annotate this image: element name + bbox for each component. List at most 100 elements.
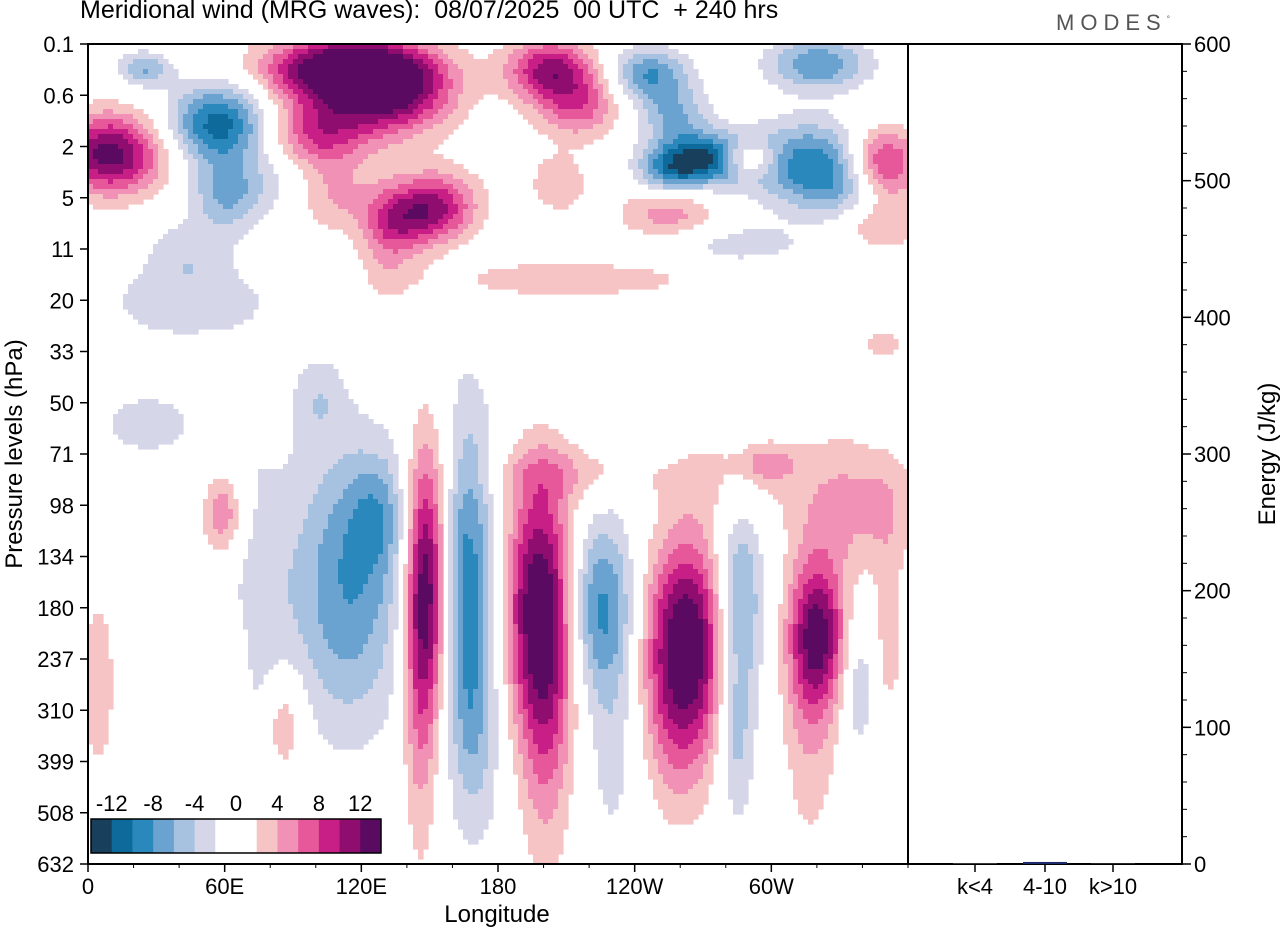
field-cell: [778, 644, 784, 650]
field-cell: [673, 159, 714, 165]
field-cell: [318, 719, 384, 725]
field-cell: [403, 689, 409, 695]
field-cell: [458, 664, 464, 670]
field-cell: [473, 704, 484, 710]
field-cell: [358, 124, 389, 130]
field-cell: [793, 664, 799, 670]
field-cell: [88, 679, 114, 685]
field-cell: [568, 669, 574, 675]
field-cell: [113, 179, 139, 185]
field-cell: [688, 114, 704, 120]
field-cell: [728, 729, 734, 735]
field-cell: [528, 634, 554, 640]
field-cell: [513, 444, 539, 450]
field-cell: [138, 129, 149, 135]
field-cell: [438, 599, 444, 605]
field-cell: [368, 274, 424, 280]
field-cell: [553, 694, 564, 700]
field-cell: [648, 759, 659, 765]
field-cell: [653, 779, 664, 785]
field-cell: [508, 694, 514, 700]
field-cell: [513, 659, 519, 665]
field-cell: [378, 259, 404, 265]
field-cell: [98, 169, 124, 175]
field-cell: [858, 69, 874, 75]
field-cell: [378, 119, 409, 125]
field-cell: [238, 99, 249, 105]
field-cell: [298, 74, 424, 80]
field-cell: [488, 54, 509, 60]
field-cell: [518, 609, 524, 615]
field-cell: [638, 664, 644, 670]
field-cell: [583, 74, 594, 80]
field-cell: [643, 609, 649, 615]
field-cell: [663, 544, 679, 550]
field-cell: [283, 59, 294, 65]
field-cell: [368, 279, 419, 285]
y-tick-label: 180: [37, 596, 74, 621]
field-cell: [668, 674, 704, 680]
field-cell: [658, 579, 669, 585]
field-cell: [593, 579, 619, 585]
field-cell: [658, 154, 664, 160]
field-cell: [523, 594, 554, 600]
field-cell: [503, 469, 514, 475]
field-cell: [838, 604, 844, 610]
field-cell: [478, 479, 489, 485]
field-cell: [558, 689, 564, 695]
field-cell: [458, 589, 464, 595]
field-cell: [308, 159, 364, 165]
field-cell: [463, 584, 479, 590]
field-cell: [433, 579, 439, 585]
field-cell: [433, 74, 444, 80]
field-cell: [218, 529, 224, 535]
field-cell: [413, 194, 439, 200]
field-cell: [793, 674, 799, 680]
field-cell: [843, 604, 854, 610]
field-cell: [433, 519, 439, 525]
field-cell: [513, 49, 529, 55]
field-cell: [843, 144, 849, 150]
field-cell: [393, 519, 399, 525]
field-cell: [773, 154, 779, 160]
field-cell: [708, 579, 714, 585]
field-cell: [723, 169, 729, 175]
field-cell: [448, 569, 454, 575]
field-cell: [708, 664, 714, 670]
field-cell: [488, 669, 494, 675]
field-cell: [688, 454, 724, 460]
field-cell: [588, 64, 594, 70]
field-cell: [418, 604, 429, 610]
field-cell: [668, 629, 704, 635]
field-cell: [718, 149, 724, 155]
field-cell: [703, 739, 714, 745]
field-cell: [748, 724, 759, 730]
field-cell: [793, 189, 844, 195]
field-cell: [563, 494, 569, 500]
field-cell: [528, 119, 549, 125]
field-cell: [368, 639, 389, 645]
field-cell: [458, 514, 479, 520]
field-cell: [428, 49, 444, 55]
field-cell: [658, 549, 674, 555]
field-cell: [568, 634, 574, 640]
field-cell: [593, 519, 624, 525]
field-cell: [708, 169, 724, 175]
field-cell: [433, 604, 439, 610]
field-cell: [733, 809, 744, 815]
field-cell: [643, 634, 649, 640]
field-cell: [778, 64, 794, 70]
field-cell: [248, 634, 304, 640]
field-cell: [253, 684, 259, 690]
field-cell: [798, 69, 839, 75]
field-cell: [603, 794, 619, 800]
field-cell: [443, 104, 459, 110]
field-cell: [193, 119, 209, 125]
field-cell: [308, 204, 339, 210]
field-cell: [553, 774, 564, 780]
field-cell: [548, 504, 559, 510]
field-cell: [678, 89, 694, 95]
field-cell: [343, 544, 384, 550]
field-cell: [453, 59, 509, 65]
field-cell: [503, 544, 509, 550]
